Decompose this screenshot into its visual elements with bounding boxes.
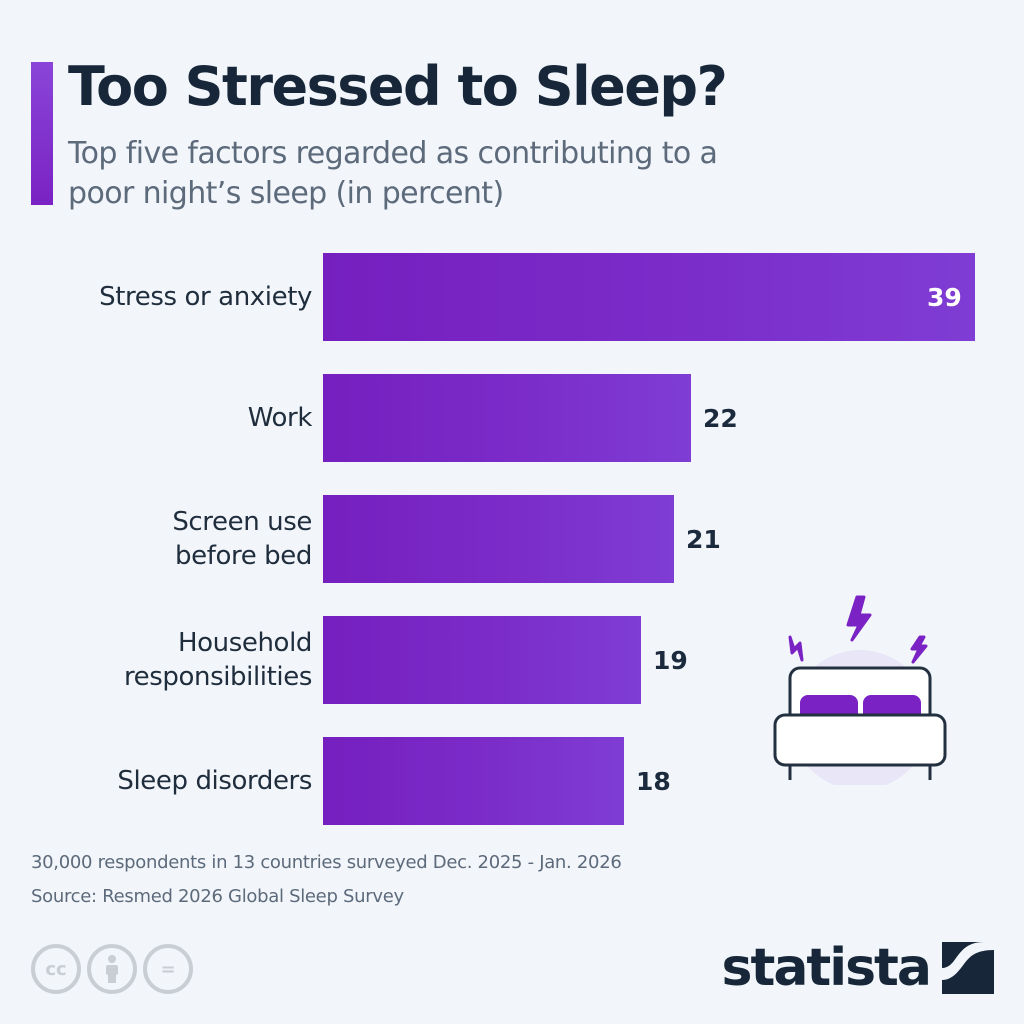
cc-icon[interactable]: cc xyxy=(31,944,81,994)
no-derivatives-label: = xyxy=(160,958,176,980)
title-accent-bar xyxy=(31,62,53,205)
statista-logo[interactable]: statista xyxy=(722,940,994,996)
bed-with-lightning-icon xyxy=(760,585,960,790)
bar-row: Sleep disorders 18 xyxy=(0,737,1024,825)
bar-label: Household responsibilities xyxy=(123,628,312,692)
bar[interactable] xyxy=(323,374,691,462)
cc-icon-label: cc xyxy=(45,958,67,980)
bar-row: Household responsibilities 19 xyxy=(0,616,1024,704)
bar-label: Stress or anxiety xyxy=(99,282,312,312)
bar-label: Screen use before bed xyxy=(172,507,312,571)
chart-subtitle: Top five factors regarded as contributin… xyxy=(68,136,718,211)
bar[interactable] xyxy=(323,737,624,825)
bar-row: Work 22 xyxy=(0,374,1024,462)
chart-title: Too Stressed to Sleep? xyxy=(68,55,728,118)
bar-value: 19 xyxy=(653,645,688,675)
bar[interactable] xyxy=(323,253,975,341)
license-icons: cc = xyxy=(31,944,193,994)
survey-note: 30,000 respondents in 13 countries surve… xyxy=(31,852,622,873)
statista-mark-icon xyxy=(942,942,994,994)
bar-value: 18 xyxy=(636,766,671,796)
bar-label: Work xyxy=(247,403,313,433)
person-icon xyxy=(106,955,118,983)
no-derivatives-icon[interactable]: = xyxy=(143,944,193,994)
bar-row: Stress or anxiety 39 xyxy=(0,253,1024,341)
bar-row: Screen use before bed 21 xyxy=(0,495,1024,583)
bar-label: Sleep disorders xyxy=(117,766,312,796)
attribution-icon[interactable] xyxy=(87,944,137,994)
bar-value: 39 xyxy=(927,282,962,312)
brand-wordmark: statista xyxy=(721,938,932,998)
bar[interactable] xyxy=(323,495,674,583)
source-link[interactable]: Source: Resmed 2026 Global Sleep Survey xyxy=(31,886,404,907)
bar[interactable] xyxy=(323,616,641,704)
bar-value: 21 xyxy=(686,524,721,554)
bar-value: 22 xyxy=(703,403,738,433)
